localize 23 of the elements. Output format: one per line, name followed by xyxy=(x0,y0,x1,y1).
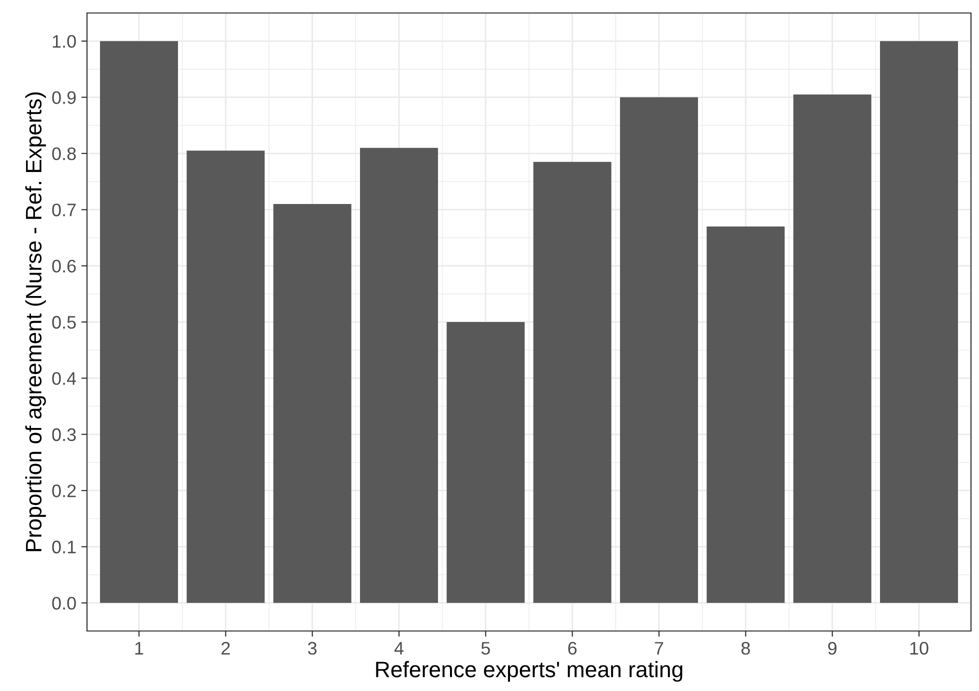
y-tick-label: 0.1 xyxy=(52,540,76,554)
x-tick-label: 5 xyxy=(481,642,490,655)
y-tick-label: 0.0 xyxy=(52,596,76,610)
y-tick-label: 0.8 xyxy=(52,147,76,160)
x-tick-label: 7 xyxy=(654,642,664,654)
x-tick-label: 10 xyxy=(910,642,928,655)
x-axis-title: Reference experts' mean rating xyxy=(376,661,682,682)
y-tick-label: 0.4 xyxy=(52,372,76,385)
y-tick-label: 1.0 xyxy=(52,35,76,48)
y-tick-label: 0.5 xyxy=(52,316,76,329)
x-tick-label: 6 xyxy=(568,642,577,655)
x-tick-label: 4 xyxy=(394,642,404,654)
y-tick-label: 0.6 xyxy=(52,260,76,273)
y-tick-label: 0.2 xyxy=(52,484,76,498)
y-tick-label: 0.3 xyxy=(52,428,76,442)
x-tick-label: 1 xyxy=(135,642,144,654)
x-tick-label: 3 xyxy=(308,642,317,655)
x-tick-label: 9 xyxy=(828,642,836,655)
y-axis-title: Proportion of agreement (Nurse - Ref. Experts) xyxy=(25,92,46,552)
x-tick-label: 2 xyxy=(222,642,230,654)
x-tick-label: 8 xyxy=(741,642,750,655)
y-tick-label: 0.9 xyxy=(52,91,76,104)
y-tick-label: 0.7 xyxy=(52,204,76,216)
